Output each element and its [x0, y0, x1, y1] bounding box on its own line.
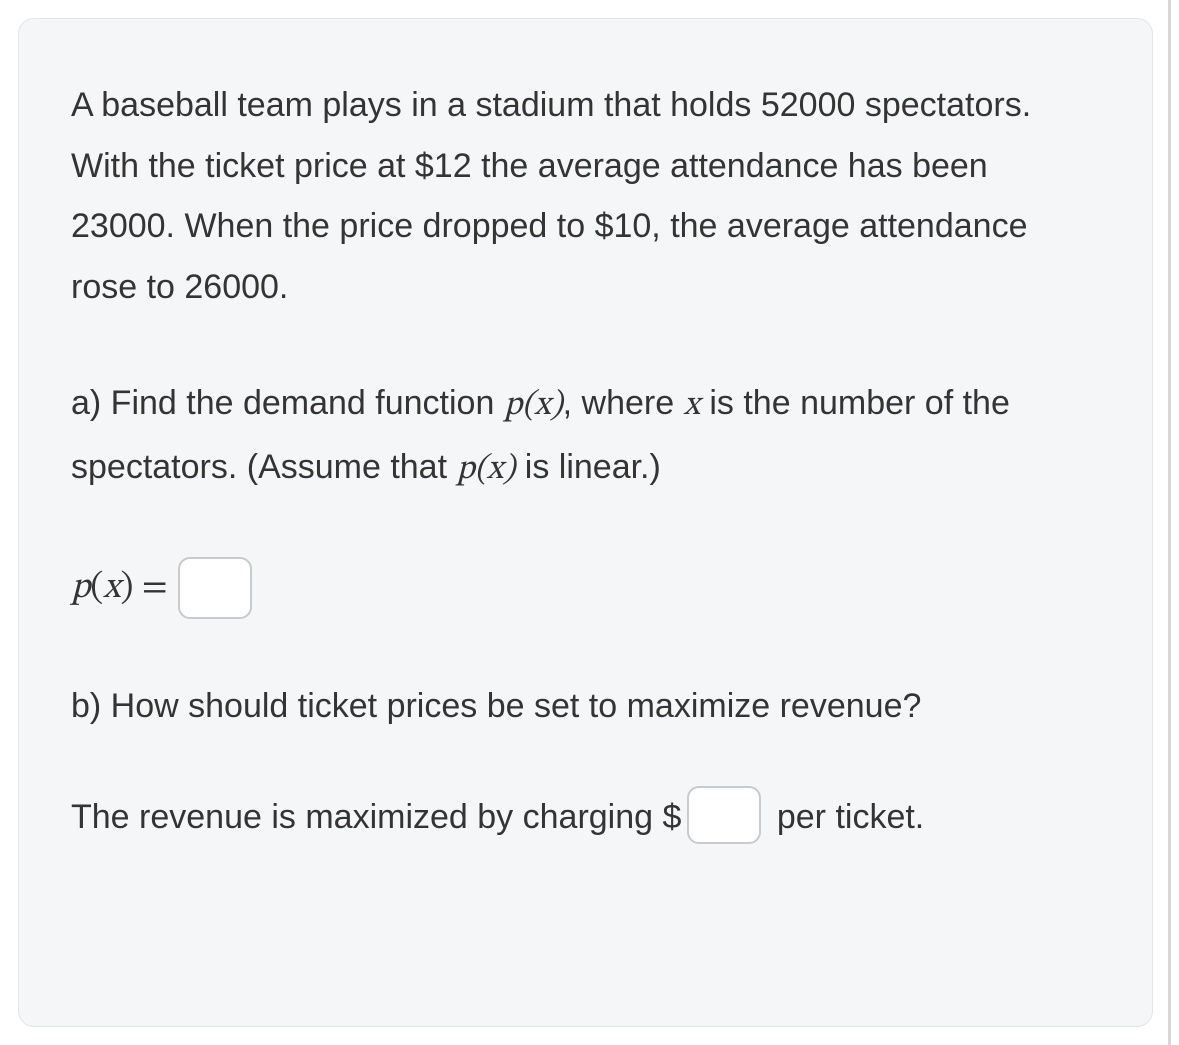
- math-px-2: p(x): [457, 453, 516, 487]
- lhs-x: x: [103, 570, 120, 606]
- part-a-post: is linear.): [515, 448, 661, 486]
- math-px-1: p(x): [504, 389, 563, 423]
- part-a-prompt: a) Find the demand function p(x), where …: [71, 373, 1100, 500]
- lhs-close: ): [120, 570, 133, 606]
- part-a-mid: , where: [563, 384, 684, 422]
- part-b-answer-pre: The revenue is maximized by charging $: [71, 798, 681, 836]
- part-a-answer-row: p(x) =: [71, 556, 1100, 620]
- lhs-open: (: [90, 570, 103, 606]
- part-b-prompt: b) How should ticket prices be set to ma…: [71, 676, 1100, 737]
- problem-intro: A baseball team plays in a stadium that …: [71, 75, 1100, 317]
- math-x-var: x: [684, 389, 700, 423]
- page-container: A baseball team plays in a stadium that …: [0, 0, 1179, 1045]
- part-a-lhs: p(x) =: [71, 556, 168, 620]
- part-a-input[interactable]: [178, 557, 252, 619]
- problem-card: A baseball team plays in a stadium that …: [18, 18, 1153, 1027]
- part-b-answer-row: The revenue is maximized by charging $ p…: [71, 787, 1100, 848]
- lhs-eq: =: [133, 570, 167, 606]
- part-b-answer-post: per ticket.: [767, 798, 924, 836]
- lhs-p: p: [71, 570, 90, 606]
- part-a-pre: a) Find the demand function: [71, 384, 504, 422]
- part-b-input[interactable]: [687, 786, 761, 844]
